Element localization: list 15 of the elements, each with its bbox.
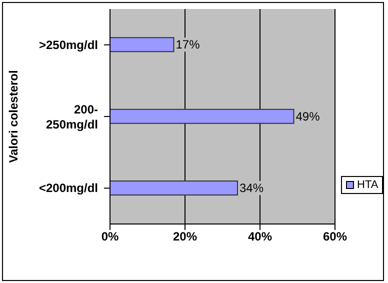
data-label: 34% (240, 181, 264, 195)
bar (110, 108, 294, 124)
x-tick-label: 40% (248, 230, 272, 244)
data-label: 17% (176, 38, 200, 52)
data-label: 49% (296, 109, 320, 124)
bar (110, 37, 174, 52)
y-tick-label: >250mg/dl (38, 38, 98, 52)
legend-label: HTA (357, 179, 378, 191)
x-tick-label: 20% (172, 230, 198, 244)
y-tick-label: 200-250mg/dl (46, 102, 98, 132)
x-tick-label: 60% (322, 230, 348, 244)
y-tick-label: <200mg/dl (38, 181, 98, 196)
bar (110, 180, 238, 196)
y-axis-title: Valori colesterol (6, 70, 20, 163)
x-tick-label: 0% (101, 230, 119, 244)
